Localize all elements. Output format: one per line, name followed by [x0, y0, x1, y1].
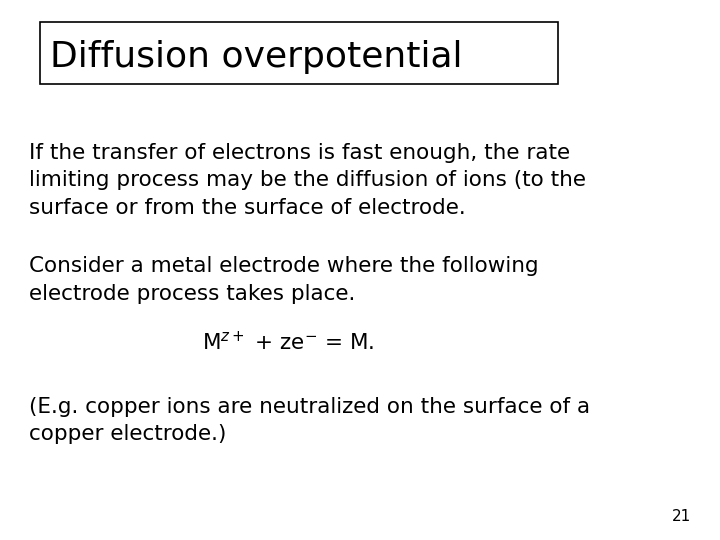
Text: Diffusion overpotential: Diffusion overpotential	[50, 40, 463, 73]
Text: M$^{z+}$ + ze$^{-}$ = M.: M$^{z+}$ + ze$^{-}$ = M.	[202, 331, 374, 355]
Text: (E.g. copper ions are neutralized on the surface of a
copper electrode.): (E.g. copper ions are neutralized on the…	[29, 397, 590, 444]
Text: 21: 21	[672, 509, 691, 524]
Text: If the transfer of electrons is fast enough, the rate
limiting process may be th: If the transfer of electrons is fast eno…	[29, 143, 586, 218]
Text: Consider a metal electrode where the following
electrode process takes place.: Consider a metal electrode where the fol…	[29, 256, 539, 303]
Bar	[40, 22, 558, 84]
